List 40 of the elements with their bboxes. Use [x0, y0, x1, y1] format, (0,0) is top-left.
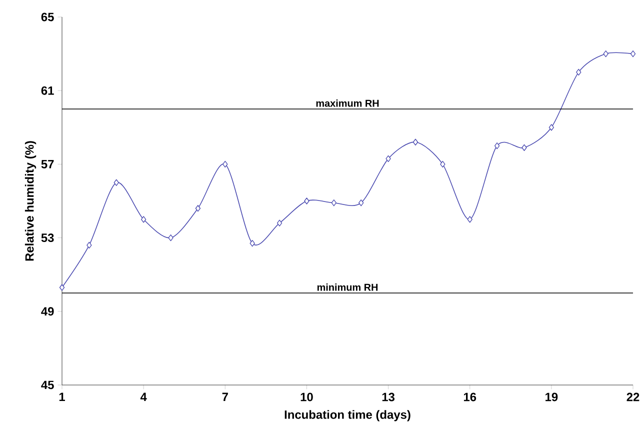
point [168, 234, 174, 242]
x-tick-label: 19 [546, 392, 558, 402]
y-tick-label: 53 [41, 234, 54, 242]
point [522, 144, 527, 151]
point [140, 216, 146, 223]
x-tick-label: 16 [464, 392, 476, 402]
y-tick-label: 61 [41, 86, 54, 95]
point [412, 138, 418, 146]
ref-line-label: minimum RH [317, 283, 378, 291]
point [358, 200, 364, 206]
point [250, 240, 255, 247]
x-tick-label: 13 [382, 392, 395, 402]
point [304, 198, 310, 204]
x-tick-label: 1 [59, 392, 65, 401]
x-tick-label: 4 [140, 392, 147, 401]
point [576, 68, 582, 76]
point [331, 200, 336, 206]
point [630, 50, 636, 58]
x-tick-label: 10 [300, 392, 313, 402]
point [467, 216, 472, 223]
y-tick-label: 57 [41, 160, 54, 168]
point [195, 205, 201, 212]
y-tick-label: 65 [41, 12, 54, 22]
point [114, 179, 119, 186]
point [276, 220, 282, 226]
x-tick-label: 7 [222, 392, 228, 401]
point [86, 242, 92, 248]
y-axis-title: Relative humidity (%) [24, 141, 36, 261]
point [603, 50, 608, 58]
ref-line-label: maximum RH [316, 99, 379, 107]
y-tick-label: 45 [41, 380, 54, 390]
y-tick-label: 49 [41, 307, 54, 316]
point [222, 160, 228, 168]
point [548, 124, 554, 131]
point [494, 142, 500, 150]
point [386, 155, 391, 162]
x-axis-title: Incubation time (days) [284, 410, 410, 422]
x-tick-label: 22 [626, 392, 640, 402]
point [440, 160, 446, 168]
point [59, 284, 65, 291]
